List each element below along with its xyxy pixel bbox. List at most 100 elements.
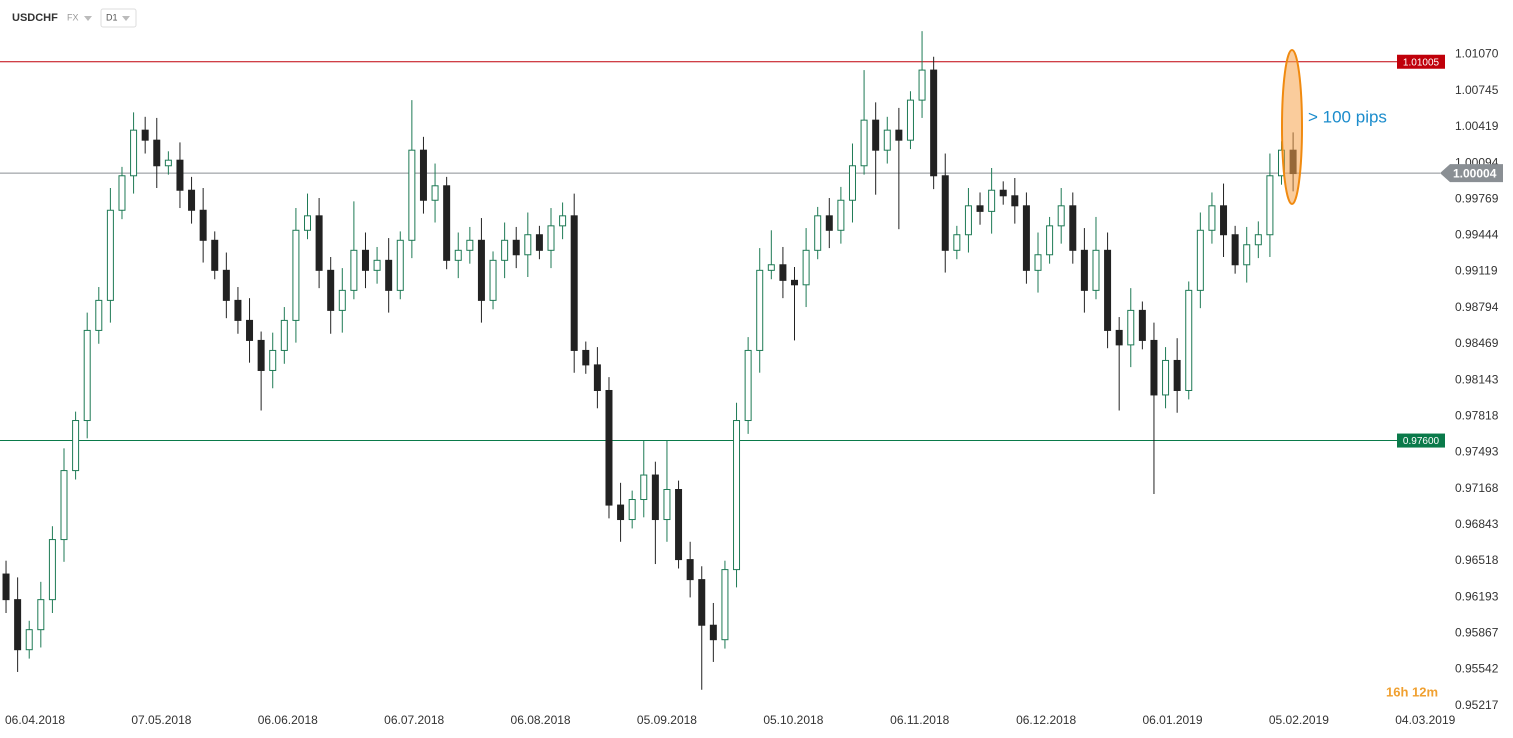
- candle-body: [617, 504, 625, 521]
- candle-body: [25, 629, 33, 651]
- candle-body: [895, 129, 903, 141]
- current-price-label: 1.00004: [1453, 166, 1497, 180]
- candle-body: [106, 209, 114, 301]
- market[interactable]: FX: [67, 12, 79, 22]
- candle-body: [48, 539, 56, 601]
- x-tick-label: 06.07.2018: [384, 713, 444, 727]
- candle-body: [512, 239, 520, 256]
- candle-body: [118, 175, 126, 211]
- timeframe[interactable]: D1: [106, 12, 118, 22]
- x-tick-label: 07.05.2018: [131, 713, 191, 727]
- candle-body: [883, 129, 891, 151]
- candle-body: [1115, 329, 1123, 346]
- x-tick-label: 06.06.2018: [258, 713, 318, 727]
- y-tick-label: 1.00745: [1455, 83, 1499, 97]
- candle-body: [848, 165, 856, 201]
- candle-body: [489, 259, 497, 301]
- y-tick-label: 1.00419: [1455, 119, 1499, 133]
- candle-body: [964, 205, 972, 236]
- candle-body: [1138, 309, 1146, 341]
- candle-body: [176, 159, 184, 191]
- candle-body: [1046, 225, 1054, 256]
- y-tick-label: 0.99444: [1455, 228, 1499, 242]
- candle-body: [361, 249, 369, 271]
- candle-body: [1162, 359, 1170, 396]
- candle-body: [535, 234, 543, 251]
- candle-body: [593, 364, 601, 391]
- candle-body: [721, 569, 729, 641]
- candle-body: [825, 215, 833, 231]
- candle-body: [651, 474, 659, 521]
- candle-body: [257, 339, 265, 371]
- candle-body: [744, 349, 752, 422]
- candle-body: [663, 489, 671, 521]
- candle-body: [280, 319, 288, 351]
- candle-body: [1173, 359, 1181, 391]
- candle-body: [1092, 249, 1100, 291]
- candle-body: [698, 579, 706, 626]
- candle-body: [837, 199, 845, 231]
- candle-body: [234, 299, 242, 321]
- dropdown-arrow[interactable]: [84, 16, 92, 21]
- candle-body: [1127, 309, 1135, 346]
- countdown: 16h 12m: [1386, 684, 1438, 699]
- candle-body: [385, 259, 393, 291]
- candle-body: [153, 139, 161, 167]
- candle-body: [130, 129, 138, 177]
- candle-body: [605, 389, 613, 506]
- x-tick-label: 05.10.2018: [763, 713, 823, 727]
- candle-body: [767, 264, 775, 271]
- candle-body: [582, 349, 590, 366]
- candle-body: [756, 269, 764, 351]
- level-tag: [1397, 433, 1445, 448]
- candle-body: [419, 149, 427, 201]
- candle-body: [1057, 205, 1065, 227]
- candle-body: [686, 559, 694, 581]
- candle-body: [95, 299, 103, 331]
- candle-body: [222, 269, 230, 301]
- level-tag: [1397, 54, 1445, 69]
- candle-body: [872, 119, 880, 151]
- candle-body: [1185, 289, 1193, 391]
- candle-body: [466, 239, 474, 251]
- y-tick-label: 0.96518: [1455, 553, 1499, 567]
- candle-body: [454, 249, 462, 261]
- x-tick-label: 05.02.2019: [1269, 713, 1329, 727]
- candle-body: [1022, 205, 1030, 271]
- candle-body: [941, 175, 949, 251]
- level-label: 1.01005: [1403, 57, 1440, 68]
- candle-body: [953, 234, 961, 251]
- candle-body: [802, 249, 810, 286]
- dropdown-arrow[interactable]: [122, 16, 130, 21]
- candle-body: [269, 349, 277, 371]
- candle-body: [628, 499, 636, 521]
- x-tick-label: 05.09.2018: [637, 713, 697, 727]
- timeframe-box[interactable]: [100, 8, 137, 28]
- candle-body: [338, 289, 346, 311]
- candle-body: [906, 99, 914, 141]
- candle-body: [779, 264, 787, 281]
- candle-body: [1196, 229, 1204, 291]
- highlight-ellipse: [1281, 49, 1303, 205]
- candle-body: [675, 489, 683, 561]
- candle-body: [1266, 175, 1274, 236]
- candle-body: [60, 470, 68, 541]
- x-tick-label: 06.01.2019: [1142, 713, 1202, 727]
- candle-body: [988, 189, 996, 212]
- candle-body: [83, 329, 91, 422]
- candle-body: [1220, 205, 1228, 236]
- candle-body: [1208, 205, 1216, 231]
- candle-body: [408, 149, 416, 241]
- y-tick-label: 0.95867: [1455, 626, 1499, 640]
- candle-body: [211, 239, 219, 271]
- plot: 1.010701.007451.004191.000940.997690.994…: [0, 31, 1503, 727]
- y-tick-label: 0.97168: [1455, 481, 1499, 495]
- candle-body: [304, 215, 312, 231]
- candle-body: [791, 279, 799, 286]
- candle-body: [1254, 234, 1262, 246]
- candle-body: [1080, 249, 1088, 291]
- candle-body: [2, 573, 10, 601]
- candle-body: [188, 189, 196, 211]
- y-tick-label: 0.95217: [1455, 698, 1499, 712]
